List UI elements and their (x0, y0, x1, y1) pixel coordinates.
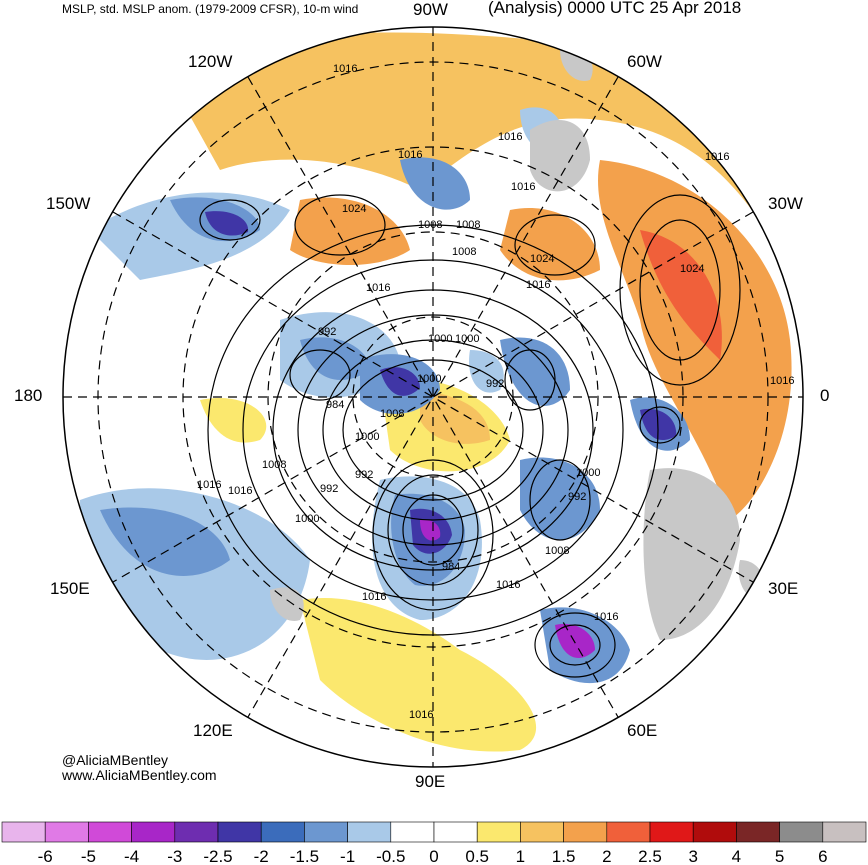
colorbar-tick-label: -2 (254, 847, 269, 865)
isobar-label: 1008 (452, 246, 476, 258)
isobar-label: 1000 (576, 467, 600, 479)
lon-label-120e: 120E (193, 721, 233, 740)
lon-label-60w: 60W (627, 52, 662, 71)
lon-label-90w: 90W (413, 0, 448, 19)
isobar-label: 1016 (366, 282, 390, 294)
colorbar-swatch (174, 821, 219, 843)
lon-label-180: 180 (14, 386, 43, 405)
colorbar-tick-label: -4 (124, 847, 139, 865)
isobar-label: 1000 (417, 373, 441, 385)
lon-label-120w: 120W (188, 52, 233, 71)
isobar-labels: 1016 1016 1016 1016 1016 1016 1016 1024 1024 1024… (197, 63, 794, 721)
colorbar-swatch (433, 821, 478, 843)
colorbar-tick-label: 0 (429, 847, 438, 865)
colorbar-tick-label: -2.5 (203, 847, 232, 865)
colorbar-swatch (347, 821, 392, 843)
colorbar-tick-label: 5 (775, 847, 784, 865)
credit-website: www.AliciaMBentley.com (62, 767, 217, 783)
isobar-label: 1008 (380, 408, 404, 420)
colorbar-swatch (260, 821, 305, 843)
lon-label-30e: 30E (768, 579, 799, 598)
isobar-label: 1016 (333, 63, 357, 75)
colorbar-tick-label: -1 (340, 847, 355, 865)
colorbar-swatch (692, 821, 737, 843)
credit-handle: @AliciaMBentley (62, 752, 169, 768)
colorbar-swatch (88, 821, 132, 843)
lon-label-90e: 90E (415, 772, 446, 791)
isobar-label: 1016 (511, 181, 535, 193)
isobar-label: 992 (355, 469, 373, 481)
isobar-label: 992 (486, 378, 504, 390)
colorbar-swatch (44, 821, 89, 843)
colorbar-swatch (779, 821, 824, 843)
isobar-label: 1008 (545, 545, 569, 557)
isobar-label: 1016 (498, 131, 522, 143)
isobar-label: 1016 (398, 149, 422, 161)
colorbar-swatch (606, 821, 651, 843)
isobar-label: 1016 (362, 591, 386, 603)
isobar-label: 1008 (262, 459, 286, 471)
isobar-label: 1016 (526, 279, 550, 291)
isobar-label: 1016 (197, 479, 221, 491)
colorbar-tick-label: 0.5 (465, 847, 489, 865)
colorbar-tick-label: 3 (688, 847, 697, 865)
map-title-right: (Analysis) 0000 UTC 25 Apr 2018 (488, 0, 742, 17)
colorbar-swatch (217, 821, 262, 843)
lon-label-60e: 60E (627, 721, 658, 740)
isobar-label: 992 (320, 483, 338, 495)
isobar-label: 984 (442, 561, 460, 573)
colorbar-tick-label: 1 (516, 847, 525, 865)
graticule (63, 27, 803, 767)
map-boundary (62, 26, 804, 768)
colorbar-swatch (390, 821, 435, 843)
map-disk (63, 27, 803, 767)
isobar-label: 1000 (455, 333, 479, 345)
isobar-label: 1016 (770, 375, 794, 387)
lon-label-30w: 30W (768, 194, 803, 213)
isobar-label: 1024 (530, 253, 554, 265)
land-areas (270, 47, 764, 640)
colorbar-swatch (649, 821, 694, 843)
colorbar-tick-label: 1.5 (552, 847, 576, 865)
lon-label-150w: 150W (46, 194, 91, 213)
colorbar-tick-label: -1.5 (290, 847, 319, 865)
isobar-label: 1008 (456, 219, 480, 231)
isobar-label: 1016 (228, 485, 252, 497)
lon-label-150e: 150E (50, 579, 90, 598)
colorbar-tick-label: -3 (167, 847, 182, 865)
positive-anomaly-shading (170, 32, 800, 752)
isobar-label: 1016 (496, 579, 520, 591)
isobar-label: 1000 (295, 513, 319, 525)
colorbar-swatch (304, 821, 348, 843)
colorbar-tick-label: 4 (732, 847, 741, 865)
isobar-label: 1024 (342, 203, 366, 215)
colorbar-tick-label: -5 (81, 847, 96, 865)
lon-label-0: 0 (820, 386, 830, 405)
isobar-label: 1016 (594, 611, 618, 623)
colorbar-tick-label: 6 (818, 847, 827, 865)
colorbar-tick-label: 2.5 (638, 847, 662, 865)
colorbar-tick-label: -0.5 (376, 847, 405, 865)
colorbar: -6 -5 -4 -3 -2.5 -2 -1.5 -1 -0.5 0 0.5 1 1.5 2 2.5 3 4 5 6 (1, 821, 867, 865)
colorbar-tick-label: 2 (602, 847, 611, 865)
map-title-left: MSLP, std. MSLP anom. (1979-2009 CFSR), … (62, 2, 359, 16)
colorbar-swatch (736, 821, 780, 843)
isobar-label: 1016 (409, 709, 433, 721)
colorbar-tick-label: -6 (38, 847, 53, 865)
colorbar-swatch (476, 821, 521, 843)
isobar-label: 992 (318, 326, 336, 338)
colorbar-swatch (822, 821, 867, 843)
isobar-label: 1000 (355, 431, 379, 443)
polar-map: 1016 1016 1016 1016 1016 1016 1016 1024 1024 1024… (62, 26, 804, 768)
colorbar-swatch (131, 821, 176, 843)
isobar-label: 1024 (680, 263, 704, 275)
isobar-label: 1016 (705, 151, 729, 163)
isobar-label: 1008 (418, 219, 442, 231)
isobar-label: 992 (568, 491, 586, 503)
isobar-label: 984 (326, 399, 344, 411)
colorbar-swatch (1, 821, 46, 843)
isobar-label: 1000 (428, 333, 452, 345)
colorbar-swatch (563, 821, 608, 843)
colorbar-swatch (520, 821, 564, 843)
